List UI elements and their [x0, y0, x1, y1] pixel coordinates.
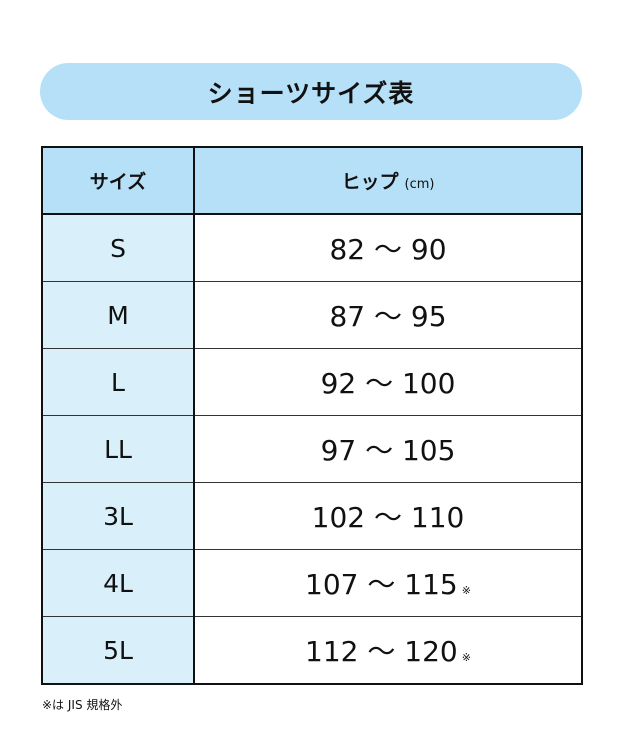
footnote: ※は JIS 規格外	[42, 698, 123, 712]
page-title: ショーツサイズ表	[40, 63, 582, 120]
size-table: サイズ ヒップ (cm) S 82 〜 90 M 87 〜 95 L 92 〜 100 LL 9…	[41, 146, 583, 685]
hip-range: 92 〜 100	[320, 367, 456, 400]
hip-cell: 102 〜 110	[193, 482, 583, 550]
hip-cell: 97 〜 105	[193, 415, 583, 483]
size-cell: 4L	[41, 549, 195, 617]
hip-range: 97 〜 105	[320, 434, 456, 467]
size-cell: M	[41, 281, 195, 349]
table-row: 4L 107 〜 115 ※	[41, 549, 583, 617]
size-cell: LL	[41, 415, 195, 483]
non-jis-mark: ※	[461, 651, 471, 664]
size-cell: 3L	[41, 482, 195, 550]
hip-range: 82 〜 90	[329, 233, 447, 266]
hip-range: 107 〜 115	[305, 568, 458, 601]
table-row: LL 97 〜 105	[41, 415, 583, 483]
header-hip-unit: (cm)	[404, 177, 435, 192]
non-jis-mark: ※	[461, 584, 471, 597]
table-row: M 87 〜 95	[41, 281, 583, 349]
size-cell: L	[41, 348, 195, 416]
header-size: サイズ	[41, 146, 195, 215]
hip-cell: 112 〜 120 ※	[193, 616, 583, 685]
hip-cell: 87 〜 95	[193, 281, 583, 349]
header-hip: ヒップ (cm)	[193, 146, 583, 215]
table-header: サイズ ヒップ (cm)	[41, 146, 583, 215]
table-row: 3L 102 〜 110	[41, 482, 583, 550]
size-cell: 5L	[41, 616, 195, 685]
table-row: S 82 〜 90	[41, 213, 583, 282]
table-row: 5L 112 〜 120 ※	[41, 616, 583, 685]
hip-cell: 82 〜 90	[193, 213, 583, 282]
hip-cell: 92 〜 100	[193, 348, 583, 416]
size-cell: S	[41, 213, 195, 282]
hip-cell: 107 〜 115 ※	[193, 549, 583, 617]
hip-range: 87 〜 95	[329, 300, 447, 333]
hip-range: 102 〜 110	[311, 501, 465, 534]
header-hip-label: ヒップ	[341, 171, 399, 193]
hip-range: 112 〜 120	[305, 635, 458, 668]
title-text: ショーツサイズ表	[207, 78, 415, 108]
table-row: L 92 〜 100	[41, 348, 583, 416]
